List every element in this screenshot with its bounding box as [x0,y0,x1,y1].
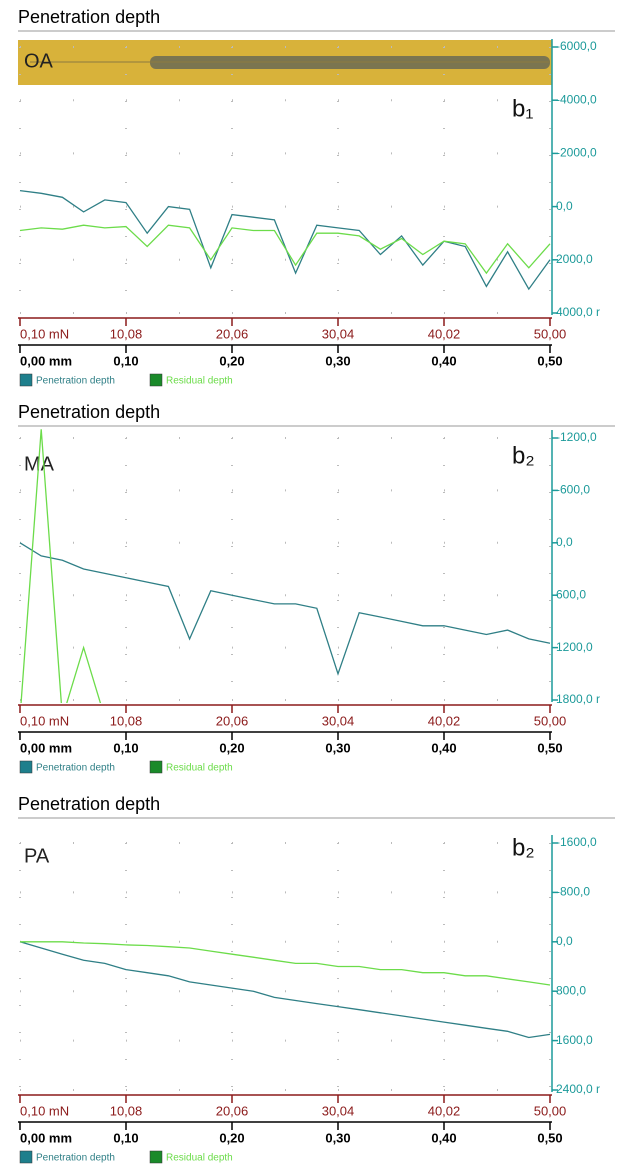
plot-area [19,429,551,703]
y-tick-label: -2000,0 [556,146,597,160]
series-line [19,941,551,1039]
y-tick-label: 2400,0 r [556,1082,600,1096]
series-line [19,224,551,275]
load-tick-label: 40,02 [428,1103,461,1118]
x-tick-label: 0,20 [219,353,244,368]
y-tick-label: 0,0 [556,934,573,948]
load-tick-label: 10,08 [110,1103,143,1118]
x-tick-label: 0,00 mm [20,353,72,368]
load-tick-label: 0,10 mN [20,713,69,728]
load-tick-label: 40,02 [428,713,461,728]
load-tick-label: 50,00 [534,1103,567,1118]
x-tick-label: 0,40 [431,740,456,755]
y-tick-label: -800,0 [556,885,590,899]
legend-label: Residual depth [166,763,233,774]
panel: Penetration depth MA b₂ -1200,0 -600,0 0,0 600… [18,402,615,774]
x-tick-label: 0,30 [325,353,350,368]
y-tick-label: 1200,0 [556,640,593,654]
x-tick-label: 0,40 [431,1130,456,1145]
x-tick-label: 0,30 [325,1130,350,1145]
panel: Penetration depth PA b₂ -1600,0 -800,0 0,0 800… [18,794,615,1164]
legend-swatch [19,373,33,387]
legend-label: Penetration depth [36,763,115,774]
legend-swatch [149,373,163,387]
y-tick-label: 600,0 [556,587,586,601]
load-tick-label: 30,04 [322,713,355,728]
load-tick-label: 50,00 [534,713,567,728]
y-tick-label: 2000,0 [556,252,593,266]
panel-label: b₂ [512,834,535,861]
legend-label: Residual depth [166,1153,233,1164]
panel-label: b₂ [512,442,535,469]
plot-area [19,189,551,291]
x-tick-label: 0,00 mm [20,1130,72,1145]
load-tick-label: 0,10 mN [20,326,69,341]
x-tick-label: 0,50 [537,353,562,368]
y-tick-label: 800,0 [556,983,586,997]
x-tick-label: 0,40 [431,353,456,368]
x-tick-label: 0,10 [113,740,138,755]
legend-swatch [149,760,163,774]
y-tick-label: -1200,0 [556,430,597,444]
x-tick-label: 0,20 [219,1130,244,1145]
sample-label: PA [24,845,50,867]
y-tick-label: -6000,0 [556,39,597,53]
legend-swatch [19,760,33,774]
chart-title: Penetration depth [18,7,160,27]
panel: Penetration depth OA b₁ -6000,0 -4000,0 -2000… [18,7,615,387]
legend-swatch [149,1150,163,1164]
chart-title: Penetration depth [18,794,160,814]
series-line [20,941,551,986]
x-tick-label: 0,30 [325,740,350,755]
legend-label: Residual depth [166,376,233,387]
x-tick-label: 0,20 [219,740,244,755]
sample-label: OA [24,50,54,72]
legend-label: Penetration depth [36,1153,115,1164]
load-tick-label: 50,00 [534,326,567,341]
y-tick-label: 1800,0 r [556,692,600,706]
plot-area [19,941,551,1039]
x-tick-label: 0,00 mm [20,740,72,755]
y-tick-label: 1600,0 [556,1033,593,1047]
series-line [19,542,551,676]
load-tick-label: 30,04 [322,326,355,341]
series-line [19,189,551,291]
x-tick-label: 0,50 [537,1130,562,1145]
load-tick-label: 30,04 [322,1103,355,1118]
load-tick-label: 10,08 [110,326,143,341]
panel-label: b₁ [512,95,533,122]
chart-title: Penetration depth [18,402,160,422]
x-tick-label: 0,50 [537,740,562,755]
y-tick-label: -4000,0 [556,92,597,106]
load-tick-label: 40,02 [428,326,461,341]
sample-label: MA [24,453,55,475]
load-tick-label: 10,08 [110,713,143,728]
legend-label: Penetration depth [36,376,115,387]
series-line [20,429,102,703]
y-tick-label: 0,0 [556,199,573,213]
legend-swatch [19,1150,33,1164]
load-tick-label: 20,06 [216,326,249,341]
x-tick-label: 0,10 [113,1130,138,1145]
load-tick-label: 20,06 [216,1103,249,1118]
y-tick-label: -1600,0 [556,835,597,849]
y-tick-label: -600,0 [556,483,590,497]
load-tick-label: 0,10 mN [20,1103,69,1118]
load-tick-label: 20,06 [216,713,249,728]
x-tick-label: 0,10 [113,353,138,368]
y-tick-label: 4000,0 r [556,305,600,319]
y-tick-label: 0,0 [556,535,573,549]
